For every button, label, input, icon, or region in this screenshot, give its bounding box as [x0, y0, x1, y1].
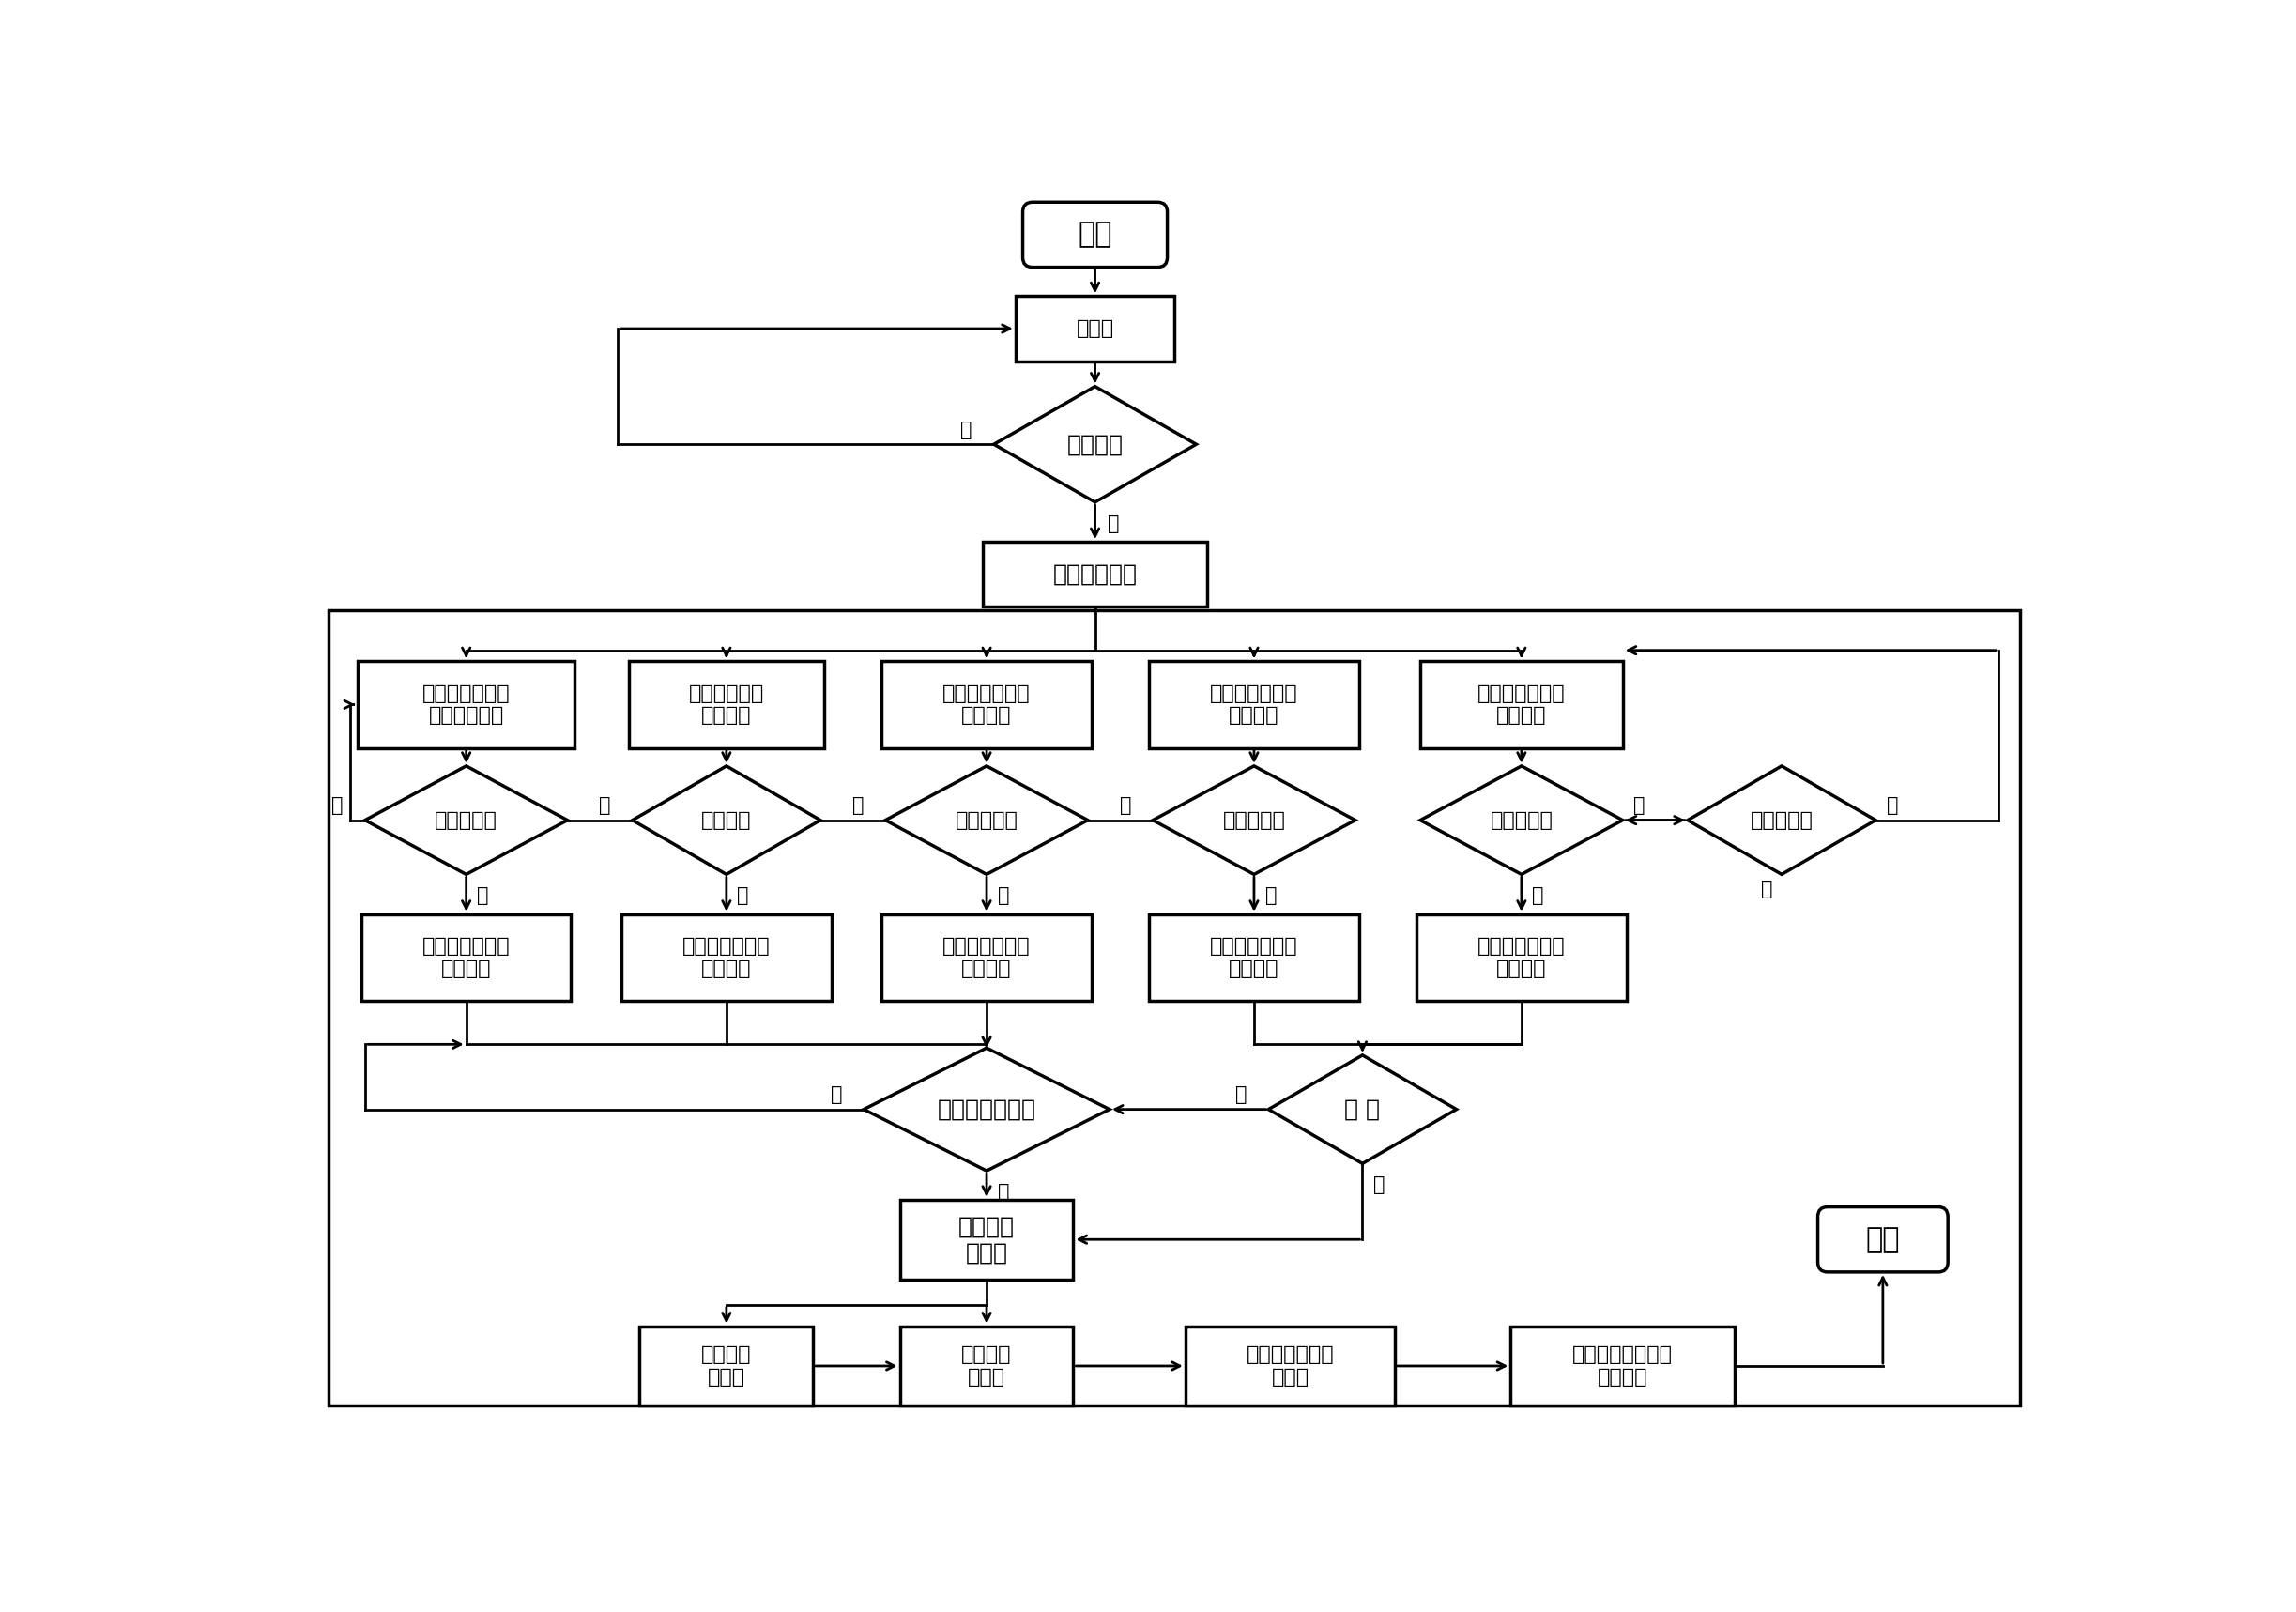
Text: 启动干粉自动
控制算法: 启动干粉自动 控制算法 — [689, 683, 765, 725]
Text: 设置为批液: 设置为批液 — [1750, 811, 1814, 830]
Text: 是: 是 — [1373, 1175, 1384, 1194]
Text: 否: 否 — [1887, 796, 1899, 816]
FancyBboxPatch shape — [1022, 202, 1166, 268]
Text: 自动关闭
吸入泵: 自动关闭 吸入泵 — [700, 1346, 751, 1386]
Text: 数据开始记录: 数据开始记录 — [1054, 563, 1137, 585]
Polygon shape — [994, 387, 1196, 501]
Text: 是: 是 — [996, 1183, 1010, 1203]
Polygon shape — [631, 766, 820, 874]
Text: 否: 否 — [331, 796, 344, 816]
Text: 否: 否 — [1120, 796, 1132, 816]
Bar — [900, 1327, 1072, 1406]
Text: 传输泵处于自动
控制方式: 传输泵处于自动 控制方式 — [944, 937, 1031, 978]
Polygon shape — [1267, 1056, 1456, 1164]
Bar — [641, 1327, 813, 1406]
Text: 是: 是 — [737, 887, 748, 906]
Text: 是: 是 — [1761, 880, 1773, 898]
Text: 作业数据记录结束
下载数据: 作业数据记录结束 下载数据 — [1573, 1346, 1674, 1386]
Bar — [328, 611, 2020, 1406]
Text: 启动排出泵自动
控制算法: 启动排出泵自动 控制算法 — [1479, 683, 1566, 725]
Text: 喂料机处于自动
控制方式: 喂料机处于自动 控制方式 — [682, 937, 771, 978]
Text: 否: 否 — [852, 796, 863, 816]
Bar — [622, 914, 831, 1001]
Bar — [358, 661, 574, 748]
Text: 下粉自动: 下粉自动 — [700, 811, 751, 830]
Text: 传输泵自动: 传输泵自动 — [955, 811, 1017, 830]
Polygon shape — [1153, 766, 1355, 874]
Text: 液添泵自动: 液添泵自动 — [1224, 811, 1286, 830]
Text: 是: 是 — [1109, 514, 1120, 534]
Text: 吸入泵处于自动
控制方式: 吸入泵处于自动 控制方式 — [422, 937, 510, 978]
Bar — [1015, 297, 1176, 361]
Text: 自动关闭排出泵
液添泵: 自动关闭排出泵 液添泵 — [1247, 1346, 1334, 1386]
Bar — [1185, 1327, 1396, 1406]
Polygon shape — [1421, 766, 1623, 874]
Text: 否: 否 — [831, 1085, 843, 1104]
Polygon shape — [365, 766, 567, 874]
Text: 自动关闭
传输泵: 自动关闭 传输泵 — [962, 1346, 1013, 1386]
Text: 启动液添泵自动
控制算法: 启动液添泵自动 控制算法 — [1210, 683, 1297, 725]
Polygon shape — [1688, 766, 1876, 874]
Text: 开始: 开始 — [1077, 221, 1111, 248]
Text: 是: 是 — [1531, 887, 1543, 906]
Bar — [983, 542, 1208, 608]
Text: 吸入泵自动: 吸入泵自动 — [434, 811, 498, 830]
Text: 液添泵处于自动
控制方式: 液添泵处于自动 控制方式 — [1210, 937, 1297, 978]
FancyBboxPatch shape — [1818, 1207, 1947, 1272]
Text: 结束: 结束 — [1867, 1225, 1901, 1253]
Bar — [882, 661, 1091, 748]
Text: 否: 否 — [1632, 796, 1646, 816]
Text: 否: 否 — [960, 421, 971, 438]
Text: 是: 是 — [996, 887, 1010, 906]
Text: 是: 是 — [1265, 887, 1277, 906]
Text: 启动复合罐自动
控制算法: 启动复合罐自动 控制算法 — [944, 683, 1031, 725]
Bar — [1150, 661, 1359, 748]
Polygon shape — [863, 1048, 1109, 1170]
Bar — [1511, 1327, 1736, 1406]
Text: 否: 否 — [599, 796, 611, 816]
Text: 否: 否 — [1235, 1085, 1247, 1104]
Text: 排出泵处于自动
控制方式: 排出泵处于自动 控制方式 — [1479, 937, 1566, 978]
Text: 停止或总量达到: 停止或总量达到 — [937, 1098, 1035, 1120]
Bar — [882, 914, 1091, 1001]
Bar — [360, 914, 572, 1001]
Text: 急 停: 急 停 — [1345, 1098, 1380, 1120]
Text: 自动关闭
喂料机: 自动关闭 喂料机 — [957, 1215, 1015, 1264]
Polygon shape — [886, 766, 1088, 874]
Bar — [1421, 661, 1623, 748]
Bar — [900, 1199, 1072, 1280]
Text: 排出泵自动: 排出泵自动 — [1490, 811, 1552, 830]
Text: 启动复合罐液位
自动控制算法: 启动复合罐液位 自动控制算法 — [422, 683, 510, 725]
Bar — [1150, 914, 1359, 1001]
Text: 作业开始: 作业开始 — [1068, 434, 1123, 456]
Text: 初始化: 初始化 — [1077, 319, 1114, 339]
Text: 是: 是 — [478, 887, 489, 906]
Bar — [629, 661, 824, 748]
Bar — [1417, 914, 1626, 1001]
